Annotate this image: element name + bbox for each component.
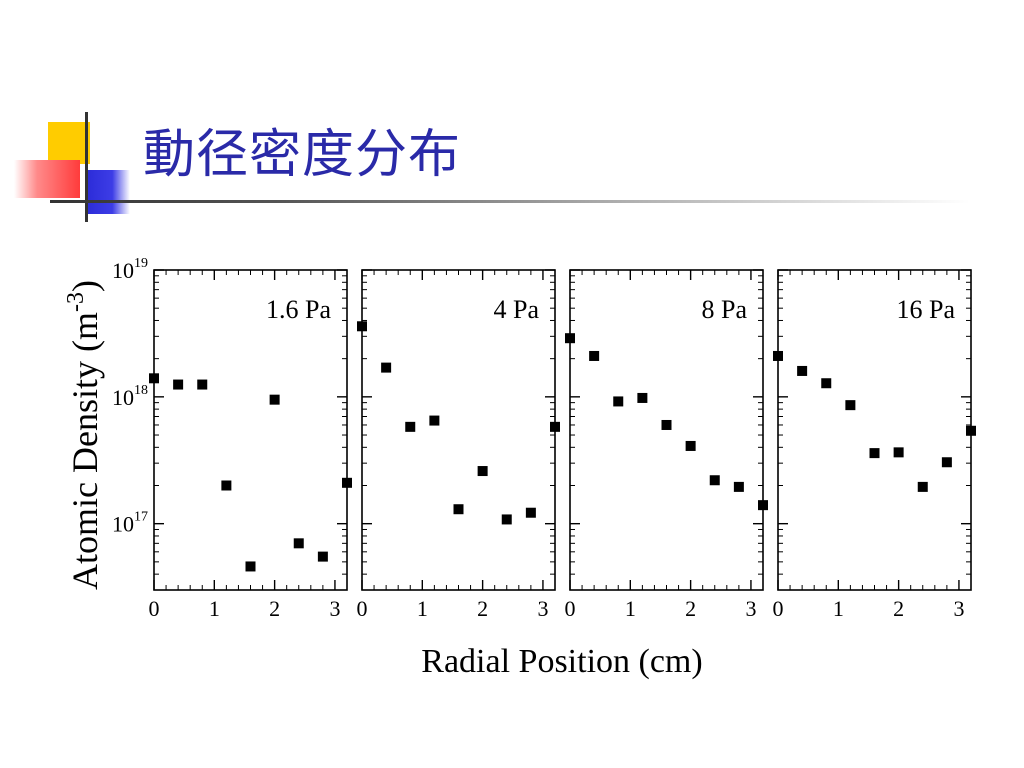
x-tick-label: 0 — [773, 596, 784, 621]
data-point — [221, 480, 232, 491]
data-point — [317, 551, 328, 562]
x-tick-label: 2 — [269, 596, 280, 621]
x-tick-label: 2 — [477, 596, 488, 621]
data-point — [758, 500, 768, 511]
data-point — [149, 373, 159, 384]
data-point — [685, 440, 696, 451]
chart-panel: 0 1 2 3 16 Pa — [773, 269, 976, 621]
x-tick-label: 0 — [357, 596, 368, 621]
y-axis-label-sup: -3 — [63, 292, 89, 312]
data-point — [342, 477, 352, 488]
data-point — [245, 561, 256, 572]
data-point — [565, 333, 575, 344]
y-tick-label: 1017 — [112, 510, 148, 537]
data-point — [821, 378, 832, 389]
x-axis-label: Radial Position (cm) — [421, 643, 702, 680]
data-point — [477, 466, 488, 477]
data-point — [941, 457, 952, 468]
x-tick-label: 3 — [537, 596, 548, 621]
data-point — [869, 448, 880, 459]
y-tick-label: 1018 — [112, 383, 148, 410]
data-point — [917, 481, 928, 492]
x-tick-label: 1 — [417, 596, 428, 621]
x-tick-label: 1 — [209, 596, 220, 621]
data-point — [733, 481, 744, 492]
data-point — [637, 392, 648, 403]
decor-yellow-square — [48, 122, 90, 164]
data-point — [501, 514, 512, 525]
data-point — [589, 350, 600, 361]
x-tick-label: 0 — [565, 596, 576, 621]
data-point — [550, 421, 560, 432]
data-point — [429, 415, 440, 426]
data-point — [293, 538, 304, 549]
x-tick-label: 2 — [685, 596, 696, 621]
panel-pressure-label: 16 Pa — [897, 295, 956, 324]
panel-pressure-label: 4 Pa — [494, 295, 540, 324]
panel-pressure-label: 8 Pa — [702, 295, 748, 324]
x-tick-label: 2 — [893, 596, 904, 621]
chart-panels: 0 1 2 3 1.6 Pa 0 1 2 3 4 Pa 0 1 2 3 8 Pa 0 1 2 3 16 Pa 1019 1… — [112, 256, 976, 621]
title-underline — [50, 200, 970, 203]
decor-red-bar — [14, 160, 80, 198]
y-axis-label: Atomic Density (m-3) — [63, 280, 105, 590]
data-point — [773, 350, 783, 361]
data-point — [173, 379, 184, 390]
decor-blue-square — [86, 170, 130, 214]
data-point — [197, 379, 208, 390]
data-point — [357, 321, 367, 332]
data-point — [709, 475, 720, 486]
data-point — [613, 396, 624, 407]
data-point — [269, 394, 280, 405]
x-tick-label: 1 — [833, 596, 844, 621]
y-axis-label-close: ) — [65, 280, 105, 292]
data-point — [845, 400, 856, 411]
x-tick-label: 3 — [745, 596, 756, 621]
chart-panel: 0 1 2 3 8 Pa — [565, 269, 768, 621]
decor-vertical-line — [85, 112, 88, 222]
data-point — [405, 421, 416, 432]
data-point — [453, 504, 464, 515]
slide-title: 動径密度分布 — [143, 125, 462, 185]
y-axis-label-main: Atomic Density (m — [65, 312, 105, 590]
data-point — [661, 419, 672, 430]
data-point — [525, 507, 536, 518]
data-point — [797, 365, 808, 376]
x-tick-label: 3 — [329, 596, 340, 621]
data-point — [893, 447, 904, 458]
chart-panel: 0 1 2 3 1.6 Pa — [149, 269, 352, 621]
data-point — [381, 362, 392, 373]
data-point — [966, 425, 976, 436]
x-tick-label: 0 — [149, 596, 160, 621]
y-tick-label: 1019 — [112, 256, 148, 283]
x-tick-label: 3 — [953, 596, 964, 621]
x-tick-label: 1 — [625, 596, 636, 621]
panel-pressure-label: 1.6 Pa — [266, 295, 331, 324]
chart-panel: 0 1 2 3 4 Pa — [357, 269, 560, 621]
